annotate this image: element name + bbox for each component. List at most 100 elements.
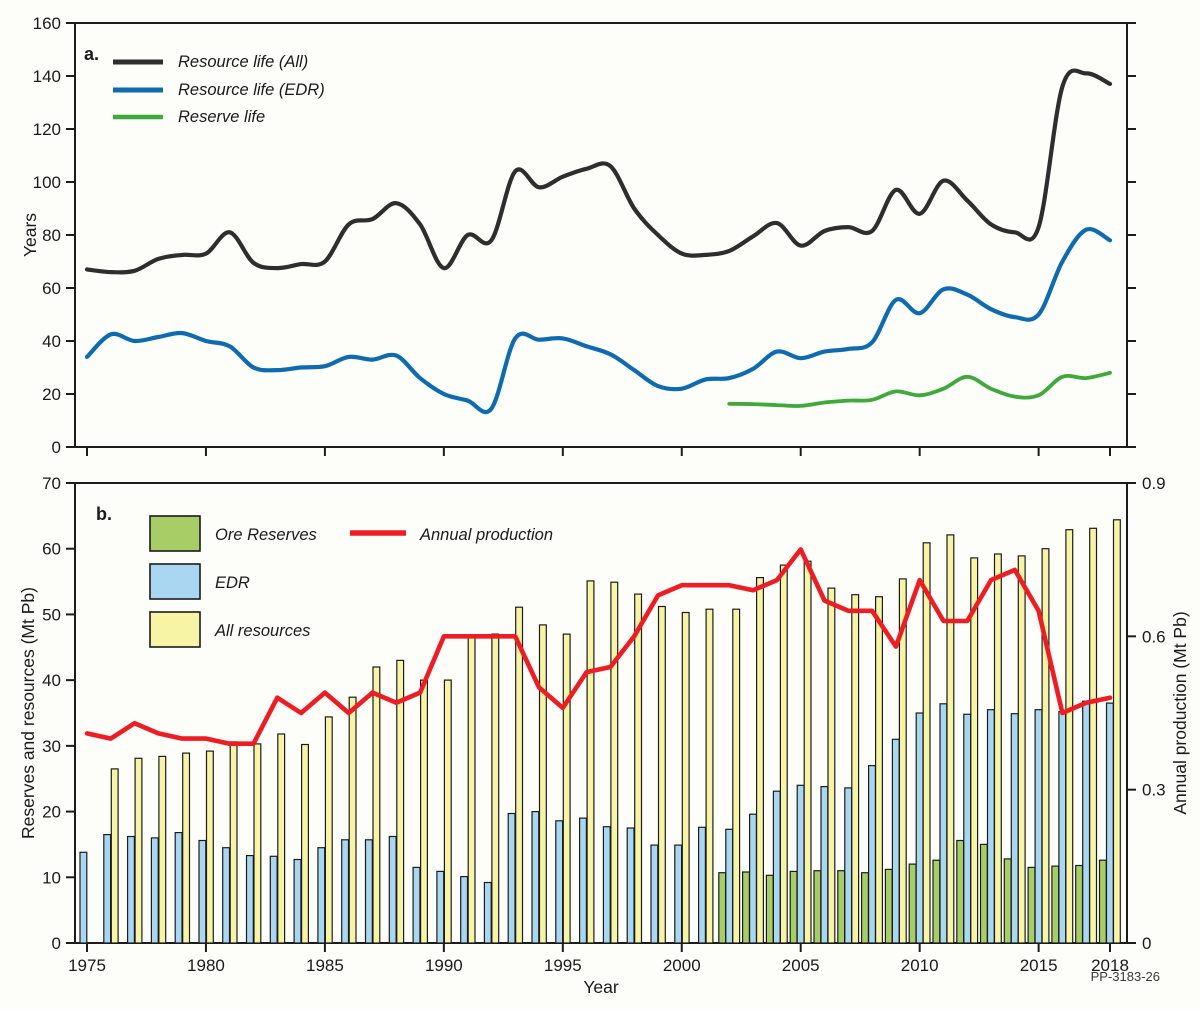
bar-edr-2011 <box>939 703 948 944</box>
bar-all-resources-2006 <box>827 587 836 944</box>
bar-all-resources-2001 <box>705 608 714 944</box>
bar-all-resources-1978 <box>158 755 167 944</box>
bar-edr-1994 <box>531 810 540 944</box>
bar-edr-1995 <box>555 820 564 944</box>
bar-edr-1982 <box>245 854 254 944</box>
bar-edr-2004 <box>772 790 781 944</box>
svg-text:2005: 2005 <box>782 956 820 975</box>
bar-edr-2000 <box>674 844 683 944</box>
svg-text:80: 80 <box>42 226 61 245</box>
svg-text:70: 70 <box>42 474 61 493</box>
bar-edr-1975 <box>79 851 88 944</box>
legend-b-label-all-resources: All resources <box>214 622 310 640</box>
bars <box>79 519 1121 944</box>
bar-edr-1987 <box>364 839 373 944</box>
bar-edr-2015 <box>1034 709 1043 944</box>
line-annual-production <box>84 547 1113 747</box>
bar-edr-1986 <box>341 839 350 944</box>
line-reserve-life <box>727 370 1112 408</box>
legend-b-label-edr: EDR <box>215 574 250 592</box>
figure-code-label: PP-3183-26 <box>1091 969 1160 984</box>
bar-all-resources-2013 <box>993 553 1002 944</box>
bar-ore-reserves-2008 <box>860 872 869 944</box>
bar-all-resources-1994 <box>538 624 547 944</box>
bar-edr-2010 <box>915 712 924 944</box>
svg-text:20: 20 <box>42 803 61 822</box>
bar-ore-reserves-2004 <box>765 874 774 944</box>
bar-ore-reserves-2016 <box>1051 865 1060 944</box>
svg-text:1990: 1990 <box>425 956 463 975</box>
svg-text:20: 20 <box>42 385 61 404</box>
bar-all-resources-1997 <box>610 581 619 944</box>
bar-ore-reserves-2003 <box>741 871 750 944</box>
panel-b-legend: Ore Reserves EDR All resources Annual pr… <box>149 515 553 648</box>
bar-ore-reserves-2015 <box>1027 866 1036 944</box>
bar-ore-reserves-2010 <box>908 863 917 944</box>
bar-ore-reserves-2005 <box>789 870 798 944</box>
svg-text:2015: 2015 <box>1020 956 1058 975</box>
bar-ore-reserves-2011 <box>932 859 941 944</box>
bar-edr-1996 <box>578 817 587 944</box>
bar-edr-2003 <box>748 813 757 944</box>
bar-all-resources-2016 <box>1065 529 1074 944</box>
bar-edr-1981 <box>222 847 231 944</box>
bar-all-resources-1993 <box>515 606 524 944</box>
bar-all-resources-2018 <box>1112 519 1121 944</box>
svg-text:0: 0 <box>52 438 61 457</box>
bar-edr-2013 <box>986 709 995 944</box>
bar-edr-1999 <box>650 844 659 944</box>
bar-edr-1997 <box>602 826 611 944</box>
bar-ore-reserves-2017 <box>1075 864 1084 944</box>
bar-ore-reserves-2009 <box>884 868 893 944</box>
bar-all-resources-2015 <box>1041 548 1050 944</box>
svg-text:0.9: 0.9 <box>1142 474 1166 493</box>
bar-edr-1991 <box>460 875 469 944</box>
bar-ore-reserves-2002 <box>718 872 727 944</box>
bar-edr-2018 <box>1105 702 1114 944</box>
svg-text:0: 0 <box>52 934 61 953</box>
bar-all-resources-2009 <box>898 578 907 944</box>
bar-edr-1984 <box>293 858 302 944</box>
panel-b-left-y-axis-label: Reserves and resources (Mt Pb) <box>18 587 38 839</box>
bar-all-resources-2007 <box>851 594 860 944</box>
svg-text:1975: 1975 <box>68 956 106 975</box>
bar-edr-1976 <box>103 833 112 944</box>
bar-edr-1990 <box>436 870 445 944</box>
bar-edr-1980 <box>198 839 207 944</box>
legend-a-label-2: Reserve life <box>178 108 265 126</box>
bar-all-resources-2011 <box>946 534 955 944</box>
svg-text:50: 50 <box>42 605 61 624</box>
legend-b-label-ore-reserves: Ore Reserves <box>215 526 317 544</box>
bar-edr-1988 <box>388 835 397 944</box>
bar-all-resources-1984 <box>301 743 310 944</box>
bar-ore-reserves-2014 <box>1003 858 1012 944</box>
svg-text:0.3: 0.3 <box>1142 781 1166 800</box>
svg-text:0: 0 <box>1142 934 1151 953</box>
bar-all-resources-1980 <box>205 750 214 944</box>
svg-text:1995: 1995 <box>544 956 582 975</box>
svg-text:40: 40 <box>42 671 61 690</box>
bar-ore-reserves-2006 <box>813 870 822 944</box>
bar-edr-2002 <box>725 828 734 944</box>
panel-b-right-y-axis-label: Annual production (Mt Pb) <box>1170 611 1190 814</box>
svg-text:2010: 2010 <box>901 956 939 975</box>
svg-text:30: 30 <box>42 737 61 756</box>
bar-ore-reserves-2012 <box>956 839 965 944</box>
svg-text:140: 140 <box>33 67 61 86</box>
bar-all-resources-2008 <box>874 596 883 944</box>
bar-all-resources-1999 <box>657 605 666 944</box>
svg-text:1980: 1980 <box>187 956 225 975</box>
svg-text:100: 100 <box>33 173 61 192</box>
bar-all-resources-1991 <box>467 636 476 944</box>
bar-all-resources-1998 <box>634 593 643 944</box>
bar-edr-2006 <box>820 785 829 944</box>
bar-edr-1978 <box>150 837 159 944</box>
bar-all-resources-1992 <box>491 633 500 944</box>
bar-all-resources-2010 <box>922 542 931 944</box>
bar-all-resources-1990 <box>443 679 452 944</box>
bar-all-resources-1996 <box>586 580 595 944</box>
svg-text:2018: 2018 <box>1091 956 1129 975</box>
bar-edr-1983 <box>269 855 278 944</box>
